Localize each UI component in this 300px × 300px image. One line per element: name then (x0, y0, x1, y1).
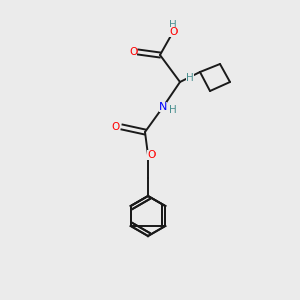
Text: O: O (169, 27, 177, 37)
Text: O: O (147, 150, 155, 160)
Text: O: O (129, 47, 137, 57)
Text: O: O (147, 150, 155, 160)
Text: H: H (186, 73, 194, 83)
Text: O: O (112, 122, 120, 132)
Text: N: N (159, 102, 167, 112)
Text: O: O (129, 47, 137, 57)
Text: H: H (169, 105, 177, 115)
Text: H: H (169, 20, 177, 30)
Text: H: H (169, 20, 177, 30)
Text: O: O (112, 122, 120, 132)
Text: O: O (169, 27, 177, 37)
Text: N: N (159, 102, 167, 112)
Text: H: H (186, 73, 194, 83)
Text: H: H (169, 105, 177, 115)
